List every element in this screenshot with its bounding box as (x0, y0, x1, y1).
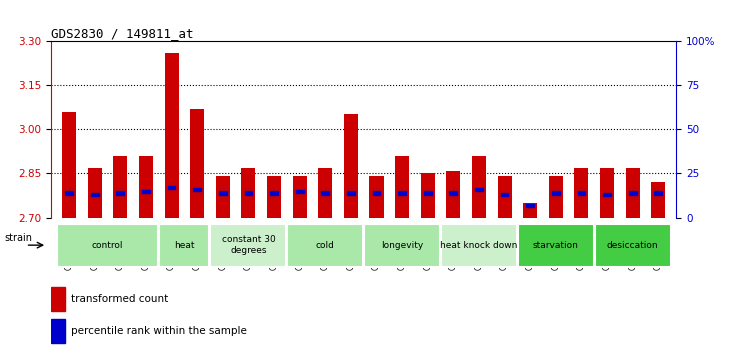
FancyBboxPatch shape (211, 224, 287, 267)
Text: transformed count: transformed count (71, 294, 168, 304)
Bar (501, 193, 509, 196)
Bar (270, 191, 278, 194)
Bar (318, 167, 333, 218)
Bar (629, 191, 637, 194)
FancyBboxPatch shape (287, 224, 363, 267)
Bar (575, 167, 588, 218)
FancyBboxPatch shape (595, 224, 670, 267)
FancyBboxPatch shape (57, 224, 158, 267)
Text: heat knock down: heat knock down (440, 241, 518, 250)
Bar (245, 191, 252, 194)
Bar (267, 176, 281, 218)
Bar (292, 176, 307, 218)
Bar (447, 171, 461, 218)
Bar (65, 191, 73, 194)
Bar (193, 188, 201, 191)
Bar (600, 167, 614, 218)
Bar (651, 182, 665, 218)
Bar (51, 319, 65, 343)
Bar (51, 287, 65, 311)
Text: percentile rank within the sample: percentile rank within the sample (71, 326, 247, 336)
Bar (88, 167, 102, 218)
Bar (216, 176, 230, 218)
Bar (626, 167, 640, 218)
FancyBboxPatch shape (159, 224, 210, 267)
Bar (450, 191, 457, 194)
Bar (603, 193, 611, 196)
Bar (116, 191, 124, 194)
Bar (344, 114, 358, 218)
Bar (552, 191, 560, 194)
Bar (472, 156, 486, 218)
Bar (373, 191, 380, 194)
Bar (577, 191, 586, 194)
Bar (219, 191, 227, 194)
Bar (475, 188, 482, 191)
Text: starvation: starvation (533, 241, 579, 250)
Bar (347, 191, 355, 194)
Bar (164, 52, 178, 218)
Bar (523, 203, 537, 218)
FancyBboxPatch shape (518, 224, 594, 267)
Bar (395, 156, 409, 218)
Bar (190, 109, 204, 218)
Bar (369, 176, 384, 218)
Bar (167, 186, 175, 189)
FancyBboxPatch shape (441, 224, 517, 267)
Text: GDS2830 / 149811_at: GDS2830 / 149811_at (51, 27, 194, 40)
Bar (139, 156, 153, 218)
Bar (398, 191, 406, 194)
Bar (498, 176, 512, 218)
Text: constant 30
degrees: constant 30 degrees (221, 235, 276, 255)
Text: heat: heat (174, 241, 194, 250)
Bar (91, 193, 99, 196)
Bar (526, 204, 534, 207)
Text: strain: strain (4, 233, 32, 243)
Text: cold: cold (316, 241, 335, 250)
FancyBboxPatch shape (364, 224, 440, 267)
Bar (62, 112, 76, 218)
Bar (654, 191, 662, 194)
Text: desiccation: desiccation (607, 241, 659, 250)
Bar (424, 191, 431, 194)
Text: control: control (92, 241, 124, 250)
Text: longevity: longevity (381, 241, 423, 250)
Bar (241, 167, 255, 218)
Bar (322, 191, 329, 194)
Bar (113, 156, 127, 218)
Bar (296, 189, 303, 193)
Bar (420, 173, 435, 218)
Bar (549, 176, 563, 218)
Bar (142, 189, 150, 193)
